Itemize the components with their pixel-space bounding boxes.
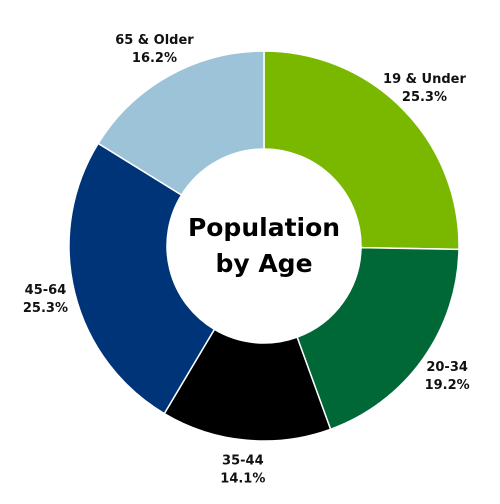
slice-label: 19 & Under: [383, 72, 466, 87]
slice-label: 65 & Older: [115, 33, 194, 48]
chart-title: Population by Age: [187, 213, 341, 278]
donut-slice: [68, 142, 216, 415]
slice-label: 35-44: [222, 454, 264, 469]
slice-value-label: 19.2%: [425, 378, 470, 393]
donut-slice: [296, 246, 460, 431]
slice-label: 20-34: [426, 360, 468, 375]
slice-value-label: 16.2%: [132, 51, 177, 66]
donut-slice: [263, 50, 460, 251]
slice-value-label: 25.3%: [23, 301, 68, 316]
slice-value-label: 14.1%: [220, 472, 265, 487]
donut-slice: [97, 50, 265, 197]
slice-label: 45-64: [25, 283, 67, 298]
slice-value-label: 25.3%: [402, 90, 447, 105]
